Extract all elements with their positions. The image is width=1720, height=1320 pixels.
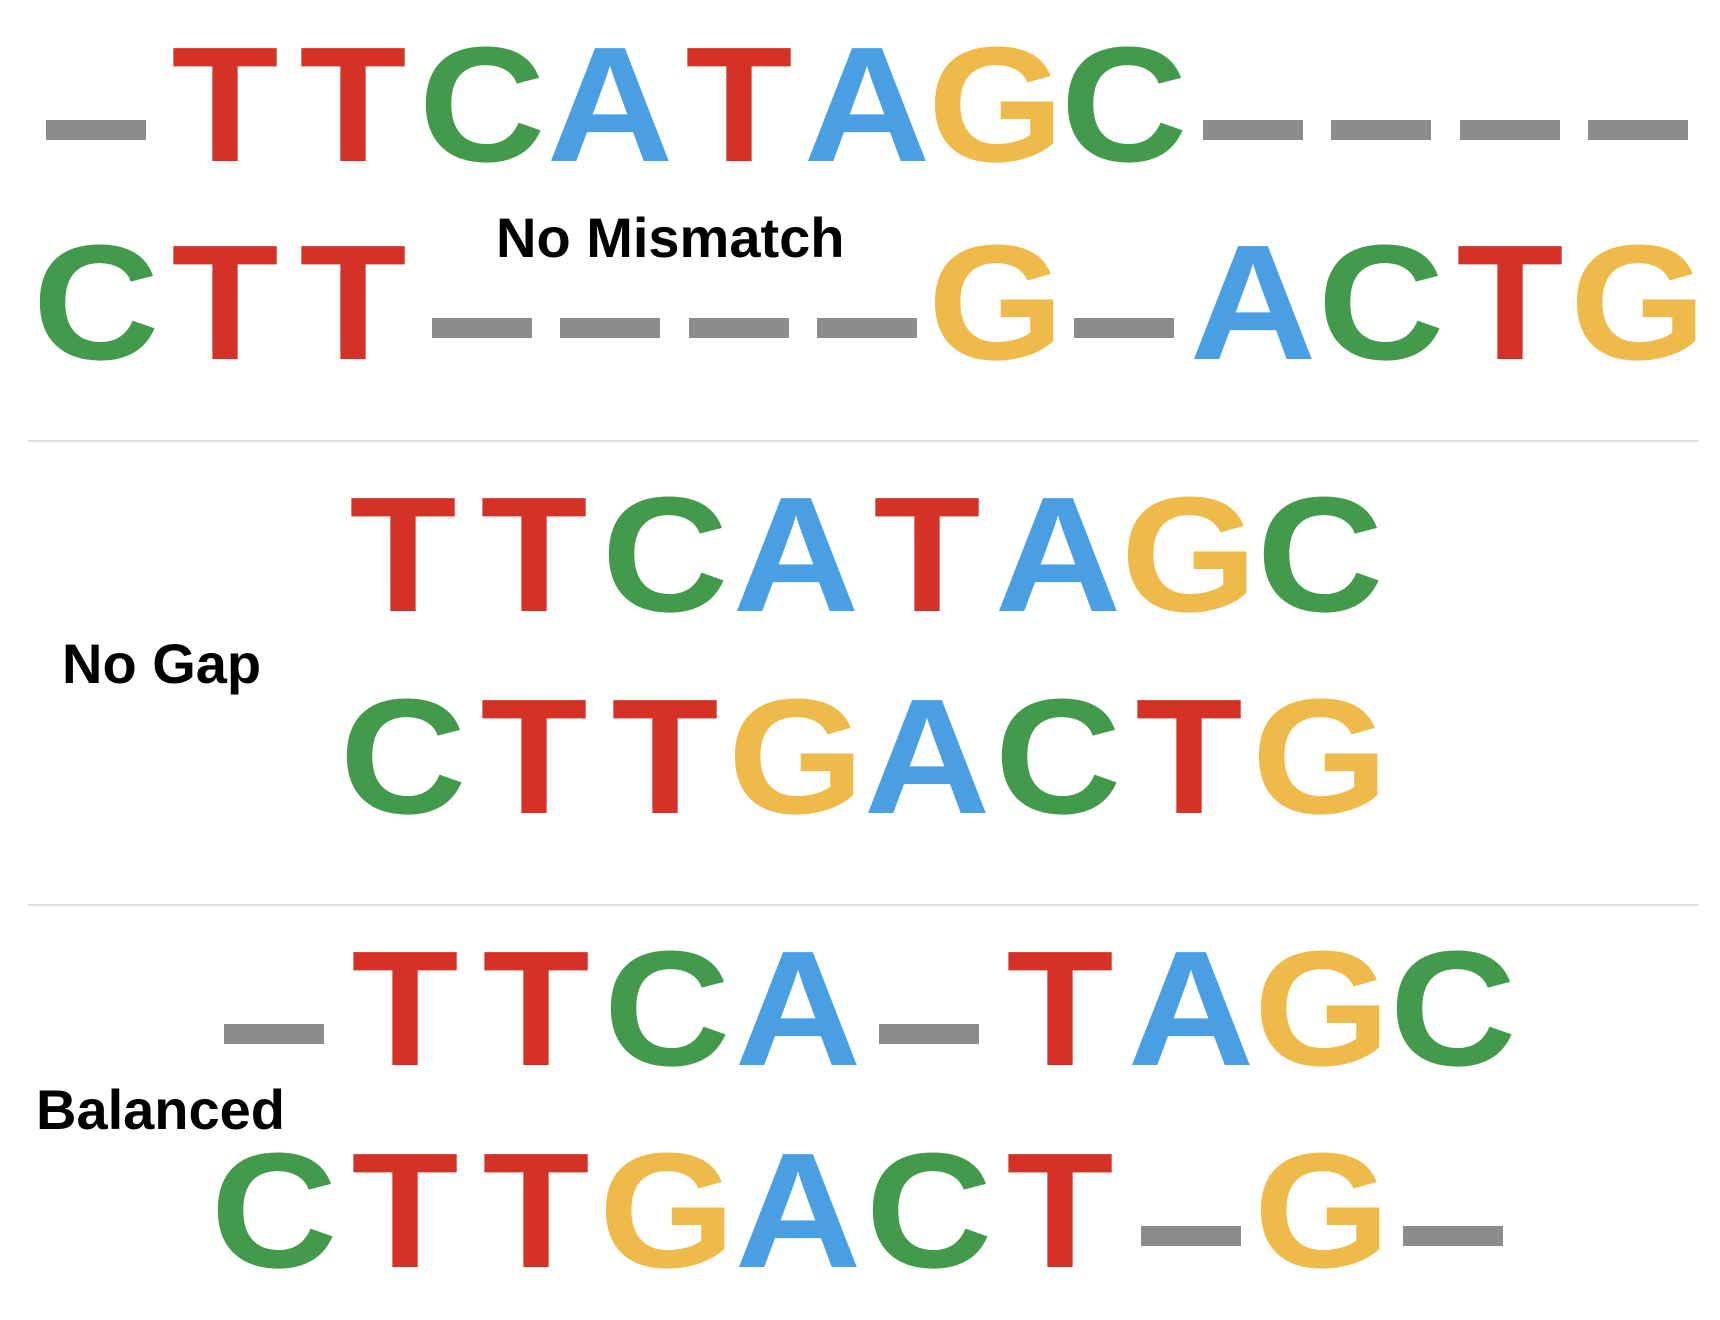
nucleotide-g: G xyxy=(1251,665,1389,848)
gap-dash xyxy=(1127,1126,1255,1296)
nucleotide-c: C xyxy=(418,13,545,196)
gap-dash xyxy=(418,218,546,388)
gap-dash xyxy=(546,218,674,388)
divider xyxy=(28,440,1698,442)
nucleotide-t: T xyxy=(170,211,279,394)
gap-dash xyxy=(1060,218,1188,388)
nucleotide-g: G xyxy=(1120,463,1258,646)
nucleotide-t: T xyxy=(611,665,719,848)
nucleotide-t: T xyxy=(299,13,407,196)
panel-label: No Mismatch xyxy=(496,206,845,269)
nucleotide-t: T xyxy=(1006,1119,1114,1302)
nucleotide-g: G xyxy=(927,211,1064,394)
nucleotide-t: T xyxy=(480,463,588,646)
nucleotide-t: T xyxy=(1135,665,1243,848)
gap-dash xyxy=(32,20,160,190)
nucleotide-a: A xyxy=(1127,917,1255,1100)
nucleotide-c: C xyxy=(994,665,1122,848)
nucleotide-a: A xyxy=(734,917,862,1100)
nucleotide-c: C xyxy=(1256,463,1384,646)
nucleotide-c: C xyxy=(339,665,467,848)
nucleotide-c: C xyxy=(601,463,729,646)
nucleotide-a: A xyxy=(863,665,991,848)
gap-dash xyxy=(1189,20,1317,190)
nucleotide-c: C xyxy=(865,1119,993,1302)
nucleotide-t: T xyxy=(1006,917,1114,1100)
nucleotide-c: C xyxy=(1389,917,1517,1100)
gap-dash xyxy=(1574,20,1702,190)
nucleotide-g: G xyxy=(1253,1119,1391,1302)
gap-dash xyxy=(1317,20,1445,190)
gap-dash xyxy=(1389,1126,1517,1296)
nucleotide-t: T xyxy=(299,211,407,394)
nucleotide-a: A xyxy=(734,1119,862,1302)
nucleotide-t: T xyxy=(349,463,457,646)
nucleotide-g: G xyxy=(927,13,1064,196)
nucleotide-c: C xyxy=(210,1119,338,1302)
nucleotide-a: A xyxy=(546,13,674,196)
nucleotide-t: T xyxy=(1455,211,1564,394)
panel-label: No Gap xyxy=(62,632,262,695)
nucleotide-c: C xyxy=(32,211,160,394)
gap-dash xyxy=(1446,20,1574,190)
nucleotide-c: C xyxy=(1060,13,1188,196)
nucleotide-t: T xyxy=(684,13,793,196)
nucleotide-c: C xyxy=(603,917,731,1100)
nucleotide-t: T xyxy=(482,917,590,1100)
divider xyxy=(28,904,1698,906)
gap-dash xyxy=(675,218,803,388)
nucleotide-g: G xyxy=(727,665,865,848)
gap-dash xyxy=(803,218,931,388)
gap-dash xyxy=(865,924,993,1094)
nucleotide-a: A xyxy=(994,463,1122,646)
nucleotide-a: A xyxy=(1189,211,1316,394)
nucleotide-t: T xyxy=(351,1119,459,1302)
nucleotide-t: T xyxy=(351,917,459,1100)
nucleotide-t: T xyxy=(873,463,981,646)
nucleotide-c: C xyxy=(1317,211,1445,394)
nucleotide-t: T xyxy=(480,665,588,848)
panel-label: Balanced xyxy=(36,1078,285,1141)
nucleotide-a: A xyxy=(732,463,860,646)
nucleotide-g: G xyxy=(598,1119,736,1302)
nucleotide-g: G xyxy=(1569,211,1707,394)
nucleotide-t: T xyxy=(170,13,279,196)
gap-dash xyxy=(210,924,338,1094)
nucleotide-g: G xyxy=(1253,917,1391,1100)
nucleotide-a: A xyxy=(803,13,931,196)
nucleotide-t: T xyxy=(482,1119,590,1302)
